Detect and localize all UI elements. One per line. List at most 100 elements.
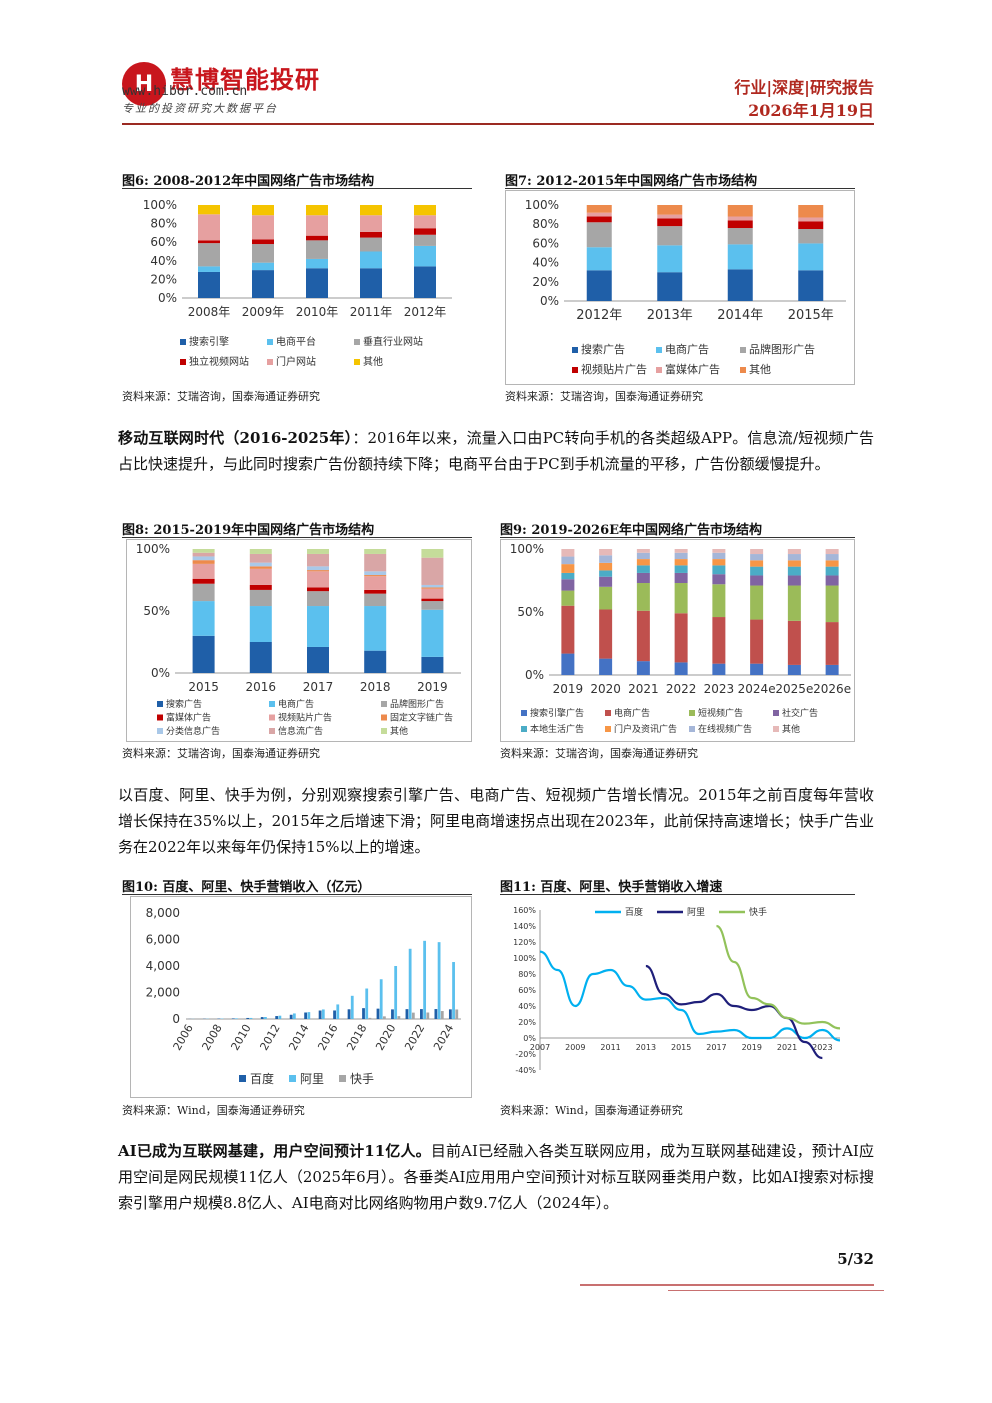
fig9-legend-swatch xyxy=(689,726,695,732)
fig7-bar-segment xyxy=(586,216,612,223)
fig9-legend-label: 搜索引擎广告 xyxy=(530,707,584,719)
fig10-bar xyxy=(440,1011,444,1019)
fig8-bar-segment xyxy=(364,589,387,594)
fig8-bar-segment xyxy=(307,566,329,571)
fig9-bar-segment xyxy=(825,664,839,675)
fig8-bar-segment xyxy=(249,566,272,569)
fig9-bar-segment xyxy=(825,622,839,665)
fig8-bar-segment xyxy=(421,588,444,599)
fig10-xtick: 2020 xyxy=(373,1022,398,1053)
fig6-bar-segment xyxy=(360,237,382,252)
fig9-xtick: 2024e xyxy=(738,682,776,696)
fig8-legend-swatch xyxy=(157,728,163,734)
fig9-xtick: 2019 xyxy=(553,682,584,696)
fig7-ytick: 40% xyxy=(532,256,559,270)
fig9-bar-segment xyxy=(787,549,801,555)
fig9-legend-label: 门户及资讯广告 xyxy=(614,723,677,735)
fig9-bar-segment xyxy=(750,663,764,675)
fig8-bar-segment xyxy=(192,552,215,557)
fig9-bar-segment xyxy=(674,613,688,663)
fig9-bar-segment xyxy=(636,610,650,662)
fig6-bar-segment xyxy=(360,205,382,216)
fig8-bar-segment xyxy=(421,598,444,602)
fig8-bar-segment xyxy=(307,553,329,567)
fig10-bar xyxy=(278,1015,282,1019)
fig9-bar-segment xyxy=(712,574,726,585)
fig10-bar xyxy=(307,1012,311,1019)
fig11-xtick: 2011 xyxy=(600,1043,620,1052)
fig8-bar-segment xyxy=(364,571,387,576)
fig10-bar xyxy=(333,1010,336,1019)
fig11-legend-label: 快手 xyxy=(749,906,767,918)
fig7-bar-segment xyxy=(727,220,753,229)
fig6-xtick: 2012年 xyxy=(404,305,447,319)
fig9-legend-swatch xyxy=(521,710,527,716)
fig7-legend-label: 搜索广告 xyxy=(581,342,625,356)
fig11-xtick: 2017 xyxy=(706,1043,726,1052)
fig9-bar-segment xyxy=(825,575,839,586)
fig10-bar xyxy=(235,1018,238,1019)
fig7-rule xyxy=(505,188,855,189)
fig9-bar-segment xyxy=(561,556,575,565)
fig7-bar-segment xyxy=(798,221,824,229)
fig8-bar-segment xyxy=(364,606,387,651)
fig7-bar-segment xyxy=(657,245,683,273)
fig9-legend-label: 其他 xyxy=(782,723,800,735)
fig10-legend-swatch xyxy=(239,1075,246,1082)
paragraph-mobile-internet-lead: 移动互联网时代（2016-2025年） xyxy=(118,429,353,447)
fig7-bar-segment xyxy=(586,222,612,248)
fig9-bar-segment xyxy=(750,549,764,555)
fig7-legend-label: 其他 xyxy=(749,363,771,376)
fig6-bar-segment xyxy=(306,235,328,241)
fig8-bar-segment xyxy=(249,562,272,567)
fig6-bar-segment xyxy=(252,215,274,240)
fig9-bar-segment xyxy=(787,664,801,675)
fig9-ytick: 100% xyxy=(510,542,544,556)
fig8-legend-swatch xyxy=(381,701,387,707)
fig8-ytick: 0% xyxy=(151,666,170,680)
fig7-bar-segment xyxy=(657,218,683,227)
fig10-bar xyxy=(391,1009,394,1019)
fig8-bar-segment xyxy=(421,549,444,558)
fig10-legend-label: 百度 xyxy=(250,1071,274,1086)
fig10-bar xyxy=(408,948,412,1019)
fig10-title: 图10: 百度、阿里、快手营销收入（亿元） xyxy=(122,880,371,895)
fig6-bar-segment xyxy=(198,271,220,298)
fig6-bar-segment xyxy=(360,251,382,269)
fig8-ytick: 50% xyxy=(143,604,170,618)
site-url[interactable]: www.hibor.com.cn xyxy=(122,84,248,99)
fig6-legend-label: 搜索引擎 xyxy=(189,335,229,348)
fig8-bar-segment xyxy=(249,589,272,607)
fig11-ytick: 60% xyxy=(518,986,536,995)
fig9-bar-segment xyxy=(561,653,575,675)
fig8-bar-segment xyxy=(249,584,272,590)
fig11-ytick: 20% xyxy=(518,1018,536,1027)
fig9-bar-segment xyxy=(674,583,688,614)
fig10-bar xyxy=(379,979,383,1019)
fig7-ytick: 80% xyxy=(532,217,559,231)
fig10-rule xyxy=(122,894,472,895)
fig6-xtick: 2010年 xyxy=(296,305,339,319)
fig10-bar xyxy=(394,966,398,1019)
fig6-bar-segment xyxy=(414,228,436,235)
fig7-bar-segment xyxy=(586,270,612,301)
fig10-bar xyxy=(368,1017,372,1019)
fig8-bar-segment xyxy=(364,549,387,554)
fig8-xtick: 2019 xyxy=(417,680,448,694)
fig11-series-line xyxy=(645,964,823,1060)
fig9-bar-segment xyxy=(750,554,764,561)
fig9-legend-swatch xyxy=(521,726,527,732)
fig8-xtick: 2018 xyxy=(360,680,391,694)
fig6-legend-label: 其他 xyxy=(363,355,383,368)
fig11-legend-label: 阿里 xyxy=(687,907,705,918)
fig8-legend-swatch xyxy=(381,728,387,734)
fig6-legend-swatch xyxy=(354,359,360,365)
footer-rule xyxy=(580,1284,874,1286)
brand-name: 慧博智能投研 xyxy=(170,66,320,94)
fig7-bar-segment xyxy=(798,205,824,218)
fig7-ytick: 20% xyxy=(532,275,559,289)
fig10-bar xyxy=(426,1012,430,1019)
fig9-bar-segment xyxy=(561,549,575,557)
fig11-ytick: -20% xyxy=(515,1050,536,1059)
